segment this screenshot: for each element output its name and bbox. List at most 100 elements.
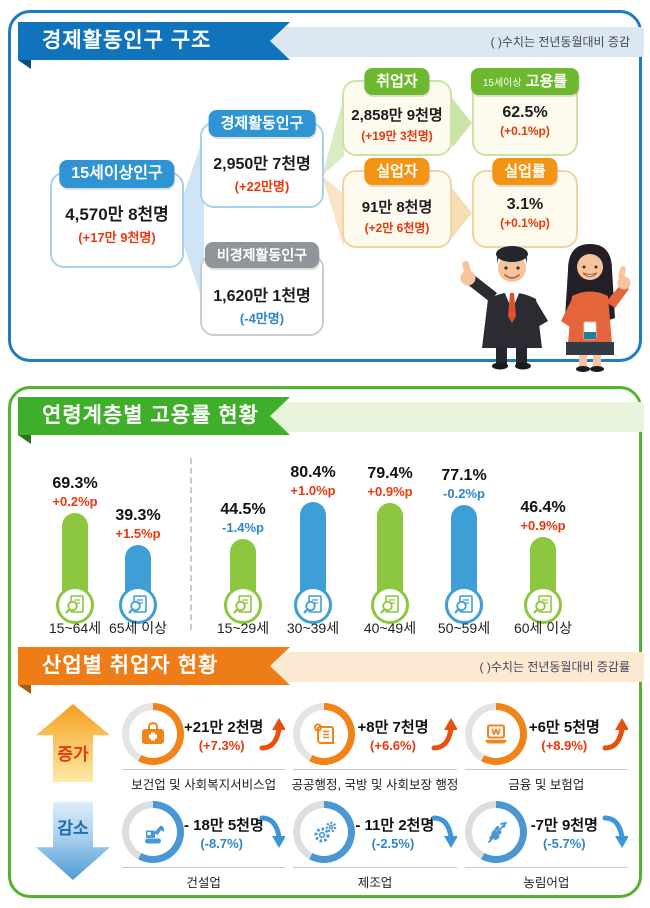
employment-rate-value: 44.5%: [220, 501, 266, 518]
industry-name: 보건업 및 사회복지서비스업: [131, 778, 277, 792]
industry-donut-ring: [293, 703, 356, 765]
industry-item-top: - 11만 2천명 (-2.5%): [289, 800, 460, 864]
woman-figure: [561, 244, 631, 372]
box-label: 15세이상인구: [59, 160, 175, 188]
age-group-label: 60세 이상: [513, 620, 573, 636]
bar-bottom-icon: [524, 586, 562, 624]
industry-item-top: - 18만 5천명 (-8.7%): [118, 800, 289, 864]
industry-item-figures: - 18만 5천명 (-8.7%): [184, 814, 264, 851]
industry-change-value: - 11만 2천명: [355, 816, 435, 834]
bar-bottom-icon: [56, 586, 94, 624]
bar-value-labels: 77.1% -0.2%p: [429, 467, 499, 501]
employment-rate-value: 77.1%: [441, 467, 487, 484]
industry-item-top: +8만 7천명 (+6.6%): [289, 702, 460, 766]
industry-item-figures: - 11만 2천명 (-2.5%): [355, 814, 435, 851]
industry-increase-row: 증가 +21만 2천명 (+7.3%) 보건업 및 사회복지서비스업 +8만 7…: [20, 698, 632, 794]
decrease-arrow-icon: 감소: [36, 802, 110, 880]
box-change: (+22만명): [234, 179, 290, 194]
industry-name: 제조업: [357, 876, 393, 890]
box-change: (+17만 9천명): [78, 230, 156, 245]
box-value: 2,950만 7천명: [213, 156, 311, 173]
industry-change-rate: (+8.9%): [541, 737, 588, 753]
bar-value-labels: 44.5% -1.4%p: [208, 501, 278, 535]
age-group-label: 50~59세: [437, 620, 491, 636]
box-value: 1,620만 1천명: [213, 288, 311, 305]
industry-item: - 11만 2천명 (-2.5%) 제조업: [289, 796, 460, 892]
increase-label: 증가: [57, 744, 89, 764]
chart-divider-dashed-line: [190, 458, 192, 630]
industry-change-value: -7만 9천명: [530, 816, 598, 834]
industry-donut-ring: [293, 801, 356, 863]
age-bar-group: 79.4% +0.9%p 40~49세: [355, 452, 425, 638]
bar-bottom-icon: [371, 586, 409, 624]
employment-rate-change: -0.2%p: [443, 486, 485, 501]
industry-item-figures: -7만 9천명 (-5.7%): [527, 814, 602, 851]
industry-name: 건설업: [186, 876, 221, 890]
section2-header: 연령계층별 고용률 현황: [18, 397, 644, 445]
box-label: 15세이상 고용률: [470, 68, 580, 95]
box-population-15plus: 15세이상인구 4,570만 8천명 (+17만 9천명): [50, 160, 184, 268]
industry-donut-ring: [122, 801, 184, 863]
bar-value-labels: 46.4% +0.9%p: [508, 499, 578, 533]
industry-item-figures: +6만 5천명 (+8.9%): [527, 716, 602, 753]
employment-rate-change: +0.9%p: [367, 484, 413, 499]
industry-item-divider: [464, 867, 628, 868]
industry-change-value: +8만 7천명: [357, 718, 429, 736]
industry-item-figures: +21만 2천명 (+7.3%): [184, 716, 263, 753]
box-value: 3.1%: [506, 196, 544, 213]
section1-header: ( )수치는 전년동월대비 증감 경제활동인구 구조: [18, 22, 644, 70]
industry-item-divider: [122, 769, 286, 770]
trend-down-arrow-icon: [431, 815, 457, 848]
industry-item-divider: [293, 867, 457, 868]
employment-rate-change: +0.9%p: [520, 518, 566, 533]
document-magnifier-icon: [454, 595, 473, 614]
industry-decrease-row: 감소 - 18만 5천명 (-8.7%) 건설업 - 11만 2천명: [20, 796, 632, 892]
bar-bottom-icon: [294, 586, 332, 624]
industry-item: +21만 2천명 (+7.3%) 보건업 및 사회복지서비스업: [118, 698, 289, 794]
box-value: 62.5%: [502, 104, 548, 121]
employment-rate-value: 69.3%: [52, 475, 98, 492]
box-label-prefix: 15세이상: [482, 78, 522, 89]
section2-ribbon-fold: [18, 435, 31, 444]
industry-change-rate: (-5.7%): [543, 835, 586, 851]
age-bar-group: 39.3% +1.5%p 65세 이상: [103, 452, 173, 638]
box-change: (+19만 3천명): [361, 129, 433, 143]
industry-change-rate: (-2.5%): [371, 835, 415, 851]
box-value: 2,858만 9천명: [351, 107, 443, 124]
svg-text:₩: ₩: [491, 727, 500, 737]
age-group-label: 40~49세: [363, 620, 417, 636]
industry-name: 농림어업: [523, 876, 570, 890]
employment-rate-value: 39.3%: [115, 507, 161, 524]
thumbs-up-people-illustration: [460, 244, 631, 372]
document-magnifier-icon: [303, 595, 322, 614]
box-label: 실업자: [364, 158, 430, 185]
scroll-document-icon: [314, 723, 335, 744]
box-change: (-4만명): [239, 311, 285, 326]
section3-ribbon-fold: [18, 685, 31, 694]
employment-rate-change: +1.0%p: [290, 483, 336, 498]
age-bar-group: 77.1% -0.2%p 50~59세: [429, 452, 499, 638]
industry-item: - 18만 5천명 (-8.7%) 건설업: [118, 796, 289, 892]
industry-item-divider: [293, 769, 457, 770]
increase-arrow-icon: 증가: [36, 704, 110, 782]
document-magnifier-icon: [380, 595, 399, 614]
section3-header: ( )수치는 전년동월대비 증감률 산업별 취업자 현황: [18, 647, 644, 695]
industry-item-top: -7만 9천명 (-5.7%): [461, 800, 632, 864]
bar-value-labels: 69.3% +0.2%p: [40, 475, 110, 509]
industry-donut-ring: [122, 703, 184, 765]
industry-name: 금융 및 보험업: [508, 778, 585, 792]
increase-items: +21만 2천명 (+7.3%) 보건업 및 사회복지서비스업 +8만 7천명 …: [118, 698, 632, 794]
box-label: 비경제활동인구: [204, 242, 320, 268]
employment-rate-value: 79.4%: [367, 465, 413, 482]
employment-rate-change: +0.2%p: [52, 494, 98, 509]
man-figure: [460, 246, 548, 370]
age-bar-group: 46.4% +0.9%p 60세 이상: [508, 452, 578, 638]
bar-value-labels: 39.3% +1.5%p: [103, 507, 173, 541]
box-label-main: 고용률: [525, 73, 568, 90]
section1-ribbon-fold: [18, 60, 31, 69]
section2-title: 연령계층별 고용률 현황: [18, 397, 290, 435]
industry-change-rate: (-8.7%): [200, 835, 243, 851]
bar-bottom-icon: [224, 586, 262, 624]
industry-change-value: - 18만 5천명: [184, 816, 264, 834]
age-group-label: 15~29세: [216, 620, 270, 636]
